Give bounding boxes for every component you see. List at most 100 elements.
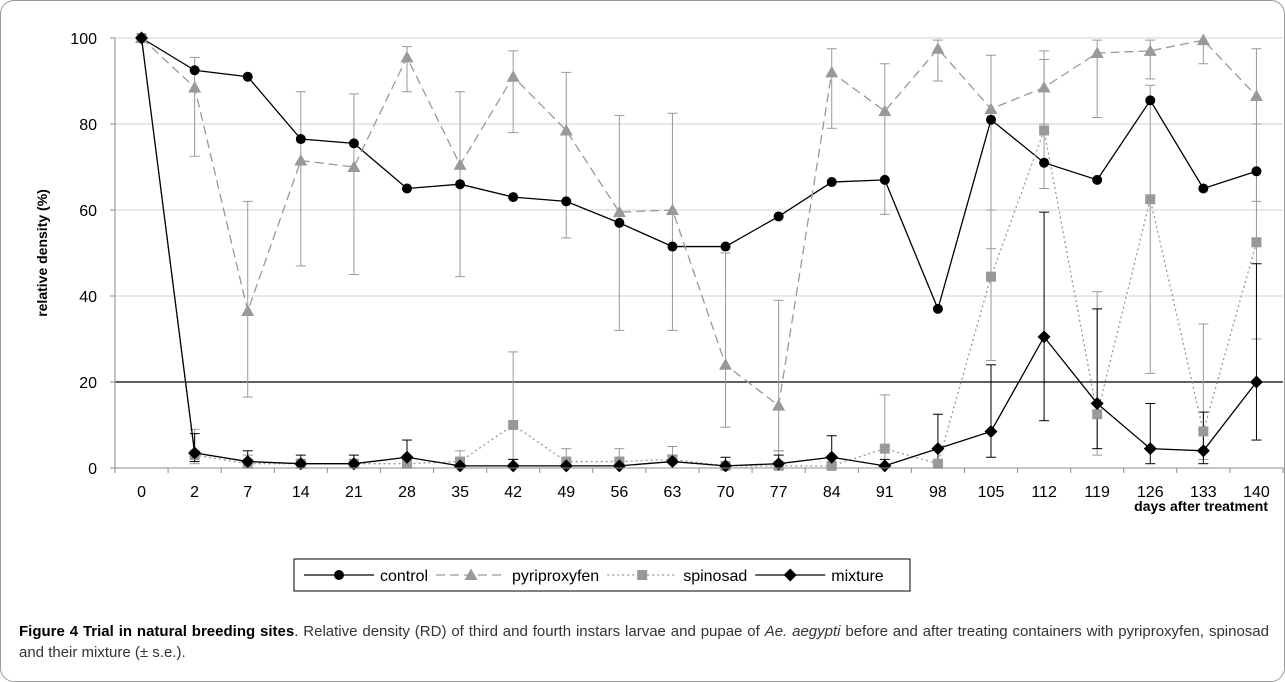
- control-point: [614, 217, 625, 228]
- mixture-point: [719, 459, 733, 473]
- control-line: [141, 37, 1257, 311]
- mixture-point: [612, 459, 626, 473]
- mixture-point: [1143, 442, 1157, 456]
- mixture-point: [188, 446, 202, 460]
- x-tick-label: 112: [1031, 484, 1057, 501]
- control-point: [508, 192, 519, 203]
- y-tick-label: 80: [79, 117, 97, 134]
- x-tick-label: 91: [876, 484, 894, 501]
- control-point: [773, 211, 784, 222]
- pyriproxyfen-point: [931, 42, 945, 54]
- control-point: [1039, 157, 1050, 168]
- axis-layer: [110, 37, 1284, 473]
- caption-text-2: before and after treating containers wit…: [19, 623, 1269, 661]
- y-tick-label: 0: [88, 461, 97, 478]
- spinosad-point: [1039, 125, 1050, 136]
- legend-spinosad-marker: [637, 570, 648, 580]
- pyriproxyfen-point: [772, 399, 786, 411]
- legend-control-label: control: [380, 568, 428, 585]
- control-point: [1145, 95, 1156, 106]
- x-tick-label: 49: [557, 484, 575, 501]
- spinosad-point: [986, 271, 996, 282]
- control-point: [986, 114, 996, 125]
- mixture-point: [931, 442, 945, 456]
- y-tick-label: 20: [79, 375, 97, 392]
- x-tick-label: 140: [1243, 484, 1270, 501]
- pyriproxyfen-point: [984, 102, 998, 114]
- x-tick-label: 84: [823, 484, 841, 501]
- marker-layer: [135, 31, 1263, 473]
- series-line-layer: [140, 37, 1258, 467]
- legend-mixture-marker: [783, 568, 797, 582]
- line-chart: 0 20 40 60 80 100 0 2 7 14 21 28 35 42 49 56 63 70 77 84 91 9…: [34, 31, 1284, 592]
- figure-caption: Figure 4 Trial in natural breeding sites…: [19, 621, 1269, 663]
- pyriproxyfen-point: [506, 70, 520, 82]
- x-tick-label: 2: [190, 484, 199, 501]
- mixture-point: [241, 455, 255, 469]
- mixture-point: [1037, 330, 1051, 344]
- mixture-line: [140, 37, 1257, 467]
- mixture-point: [400, 450, 414, 464]
- spinosad-point: [932, 458, 943, 469]
- mixture-point: [1090, 397, 1104, 410]
- mixture-point: [984, 424, 998, 438]
- pyriproxyfen-point: [188, 80, 202, 93]
- control-point: [348, 138, 359, 149]
- control-point: [826, 177, 837, 188]
- x-tick-label: 70: [717, 484, 735, 501]
- spinosad-point: [1145, 194, 1156, 205]
- control-point: [1092, 174, 1103, 185]
- mixture-point: [772, 457, 786, 471]
- mixture-point: [878, 459, 892, 473]
- control-point: [932, 303, 943, 314]
- control-point: [242, 71, 253, 82]
- control-point: [1198, 183, 1209, 194]
- pyriproxyfen-point: [347, 160, 361, 172]
- mixture-point: [825, 450, 839, 464]
- control-point: [720, 241, 731, 252]
- pyriproxyfen-point: [453, 158, 467, 170]
- mixture-point: [453, 459, 467, 473]
- pyriproxyfen-point: [241, 304, 255, 317]
- mixture-point: [506, 459, 520, 473]
- control-point: [667, 241, 678, 252]
- pyriproxyfen-point: [1249, 89, 1263, 102]
- control-point: [879, 174, 890, 185]
- x-tick-label: 98: [929, 484, 947, 501]
- pyriproxyfen-point: [1037, 80, 1051, 93]
- pyriproxyfen-point: [1196, 33, 1210, 46]
- control-point: [295, 134, 306, 145]
- x-tick-label: 14: [292, 484, 310, 501]
- y-tick-label: 40: [79, 289, 97, 306]
- spinosad-point: [879, 443, 890, 454]
- caption-label: Figure 4 Trial in natural breeding sites: [19, 623, 295, 640]
- legend: control pyriproxyfen spinosad mixture: [293, 558, 911, 592]
- caption-species: Ae. aegypti: [764, 623, 841, 640]
- grid-layer: [115, 37, 1283, 383]
- mixture-point: [665, 455, 679, 469]
- x-tick-label: 35: [451, 484, 469, 501]
- mixture-point: [347, 457, 361, 471]
- y-axis-title: relative density (%): [34, 189, 50, 317]
- x-tick-label: 105: [978, 484, 1005, 501]
- mixture-point: [135, 31, 149, 45]
- pyriproxyfen-point: [878, 104, 892, 117]
- pyriproxyfen-point: [825, 65, 839, 78]
- x-tick-label: 119: [1084, 484, 1110, 501]
- spinosad-line: [140, 37, 1258, 467]
- caption-text-1: . Relative density (RD) of third and fou…: [294, 623, 765, 640]
- pyriproxyfen-point: [719, 358, 733, 370]
- legend-mixture-label: mixture: [831, 568, 884, 585]
- control-point: [1251, 166, 1262, 177]
- x-tick-label: 63: [664, 484, 682, 501]
- pyriproxyfen-point: [559, 123, 573, 136]
- pyriproxyfen-point: [612, 205, 626, 218]
- x-tick-label: 7: [243, 484, 252, 501]
- control-point: [561, 196, 572, 207]
- legend-spinosad-label: spinosad: [683, 568, 747, 585]
- x-tick-label: 56: [610, 484, 628, 501]
- x-tick-label: 0: [137, 484, 146, 501]
- spinosad-point: [1251, 237, 1262, 248]
- control-point: [455, 179, 466, 190]
